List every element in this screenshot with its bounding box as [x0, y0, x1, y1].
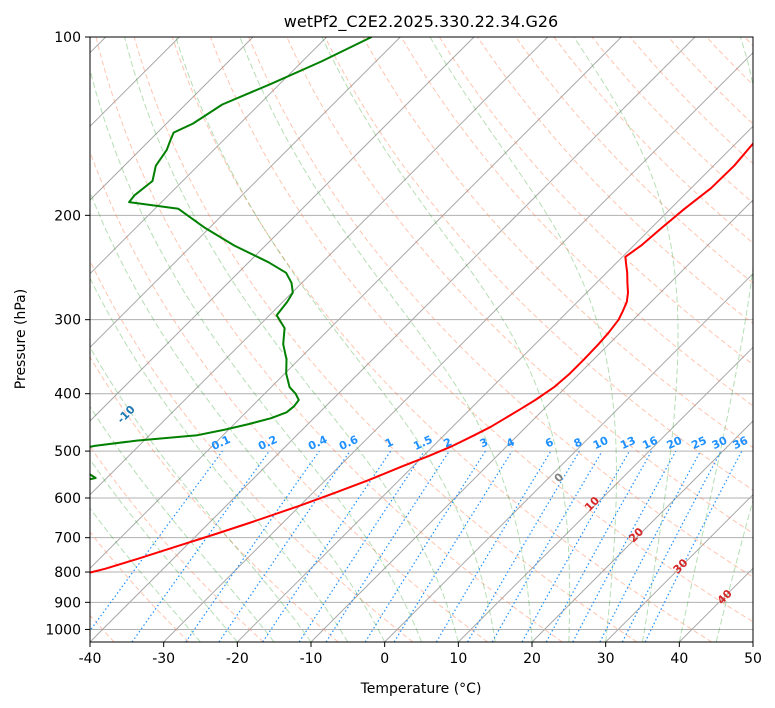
y-tick-label: 1000: [45, 622, 81, 638]
mixing-ratio-line: [298, 450, 425, 642]
mixing-ratio-label: 13: [618, 434, 637, 452]
x-tick-label: 0: [380, 651, 389, 667]
mixing-ratio-line: [131, 450, 270, 642]
mixing-ratio-line: [545, 450, 653, 642]
y-tick-label: 100: [54, 30, 81, 46]
dry-adiabat: [90, 150, 488, 642]
isotherm: [90, 37, 254, 201]
isotherm: [163, 51, 753, 642]
x-tick-label: -10: [300, 651, 323, 667]
x-tick-label: 20: [523, 651, 541, 667]
x-tick-label: 50: [744, 651, 762, 667]
x-tick-label: 30: [597, 651, 615, 667]
mixing-ratio-lines: [90, 450, 743, 642]
isotherm: [457, 346, 753, 642]
y-tick-label: 900: [54, 595, 81, 611]
x-tick-label: 40: [670, 651, 688, 667]
dry-adiabat: [90, 531, 190, 642]
isotherm: [605, 493, 753, 642]
x-tick-label: -40: [79, 651, 102, 667]
dewpoint-line: [90, 37, 373, 481]
y-tick-label: 700: [54, 531, 81, 547]
isotherm: [310, 199, 753, 642]
isotherm: [90, 37, 549, 496]
mixing-ratio-line: [393, 450, 513, 642]
mixing-ratio-line: [521, 450, 631, 642]
mixing-ratio-label: 36: [731, 434, 751, 452]
profile-series: [90, 37, 753, 574]
mixing-ratio-line: [644, 450, 743, 642]
isotherm: [90, 37, 622, 570]
dry-adiabat: [90, 356, 339, 642]
y-tick-label: 400: [54, 387, 81, 403]
moist-adiabat: [90, 507, 201, 642]
isotherm: [90, 37, 328, 275]
moist-adiabat: [678, 37, 753, 642]
dry-adiabat: [362, 37, 753, 449]
chart-title: wetPf2_C2E2.2025.330.22.34.G26: [284, 12, 558, 32]
mixing-ratio-line: [90, 450, 223, 632]
plot-frame: [89, 36, 754, 643]
moist-adiabat: [175, 37, 496, 642]
isotherm: [236, 125, 753, 642]
mixing-ratio-label: 20: [665, 434, 685, 452]
mixing-ratio-label: 16: [640, 434, 660, 452]
dry-adiabat: [171, 37, 712, 642]
mixing-ratio-label: 30: [710, 434, 730, 452]
moist-adiabat: [90, 190, 386, 642]
mixing-ratio-line: [262, 450, 392, 642]
axes-layer: -40 -30 -20 -10 0 10 20 30 40 50 100 200 300 400 500 60…: [45, 30, 762, 667]
moist-adiabat: [239, 37, 533, 642]
isotherm: [531, 420, 753, 642]
dry-adiabat: [286, 37, 753, 534]
y-tick-label: 300: [54, 313, 81, 329]
y-tick-label: 200: [54, 208, 81, 224]
x-tick-label: 10: [449, 651, 467, 667]
line-labels: 0.10.20.40.611.52346810131620253036-100-…: [115, 403, 751, 607]
dry-adiabat: [324, 37, 753, 491]
dry-adiabat: [553, 37, 753, 244]
dry-adiabat: [438, 37, 753, 365]
isotherm: [384, 272, 753, 642]
dry-adiabat: [95, 37, 563, 642]
y-tick-label: 500: [54, 444, 81, 460]
isotherm: [90, 37, 475, 422]
x-tick-label: -20: [226, 651, 249, 667]
dry-adiabat: [591, 37, 753, 204]
x-tick-label: -30: [152, 651, 175, 667]
moist-adiabat: [321, 37, 571, 642]
y-axis-title: Pressure (hPa): [13, 289, 29, 389]
isotherm: [90, 37, 401, 349]
moist-adiabat: [429, 37, 617, 642]
mixing-ratio-line: [218, 450, 351, 642]
temperature-line: [90, 142, 753, 574]
moist-adiabat: [90, 405, 275, 642]
mixing-ratio-label: 25: [689, 434, 708, 452]
dry-adiabats: [90, 37, 753, 642]
y-tick-label: 800: [54, 565, 81, 581]
y-tick-label: 600: [54, 491, 81, 507]
moist-adiabat: [90, 458, 238, 642]
moist-adiabat: [90, 277, 349, 642]
moist-adiabat: [90, 346, 312, 642]
dry-adiabat: [477, 37, 753, 325]
dry-adiabat: [248, 37, 753, 578]
dry-adiabat: [90, 259, 414, 642]
moist-adiabat: [573, 37, 679, 642]
x-axis-title: Temperature (°C): [360, 681, 482, 697]
moist-adiabat: [90, 67, 422, 642]
mixing-ratio-line: [572, 450, 677, 642]
mixing-ratio-line: [185, 450, 320, 642]
dry-adiabat: [400, 37, 753, 407]
mixing-ratio-line: [325, 450, 450, 642]
mixing-ratio-label: 10: [591, 434, 611, 452]
moist-adiabats: [90, 37, 753, 642]
moist-adiabat: [124, 37, 459, 642]
dry-adiabat: [210, 37, 753, 623]
